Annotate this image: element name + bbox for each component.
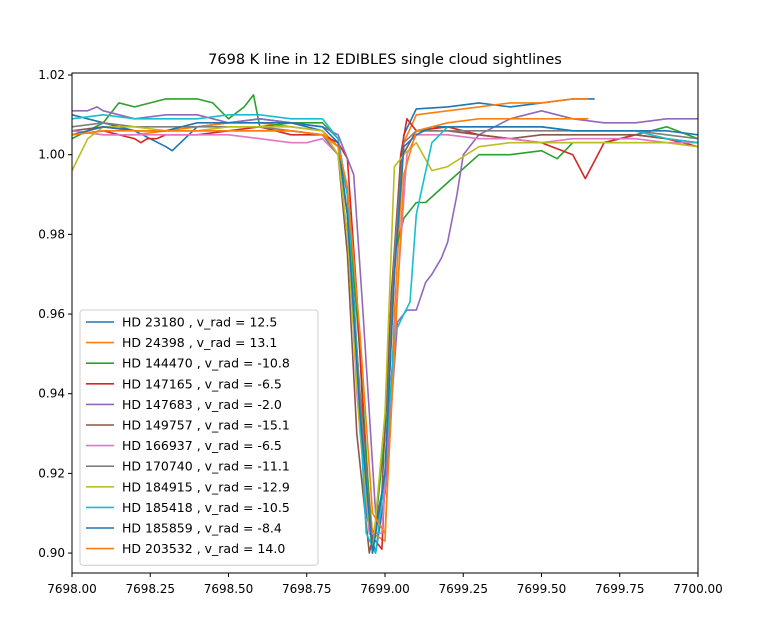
series-line-12 — [72, 118, 589, 535]
x-tick-label: 7699.25 — [438, 582, 488, 596]
legend-entry: HD 147683 , v_rad = -2.0 — [122, 397, 282, 412]
y-tick-label: 1.02 — [38, 68, 65, 82]
legend-box — [79, 309, 319, 566]
x-tick-label: 7698.50 — [204, 582, 254, 596]
legend-entry: HD 149757 , v_rad = -15.1 — [122, 418, 290, 433]
y-axis: 0.90 0.92 0.94 0.96 0.98 1.00 1.02 — [38, 68, 72, 560]
y-tick-label: 0.98 — [38, 227, 65, 241]
y-tick-label: 0.94 — [38, 387, 65, 401]
x-tick-label: 7698.25 — [125, 582, 175, 596]
x-tick-label: 7698.75 — [282, 582, 332, 596]
series-line-4 — [72, 118, 698, 550]
series-line-3 — [72, 94, 698, 554]
x-tick-label: 7698.00 — [47, 582, 97, 596]
legend-entry: HD 203532 , v_rad = 14.0 — [122, 541, 285, 556]
x-tick-label: 7700.00 — [673, 582, 723, 596]
legend-entry: HD 23180 , v_rad = 12.5 — [122, 315, 277, 330]
legend-entry: HD 185859 , v_rad = -8.4 — [122, 521, 282, 536]
x-tick-label: 7699.00 — [360, 582, 410, 596]
chart-title: 7698 K line in 12 EDIBLES single cloud s… — [208, 52, 562, 68]
series-layer — [72, 94, 698, 554]
legend-entry: HD 166937 , v_rad = -6.5 — [122, 438, 282, 453]
y-tick-label: 0.92 — [38, 466, 65, 480]
y-tick-label: 1.00 — [38, 148, 65, 162]
series-line-7 — [72, 130, 698, 535]
legend-entry: HD 24398 , v_rad = 13.1 — [122, 335, 277, 350]
legend-entry: HD 147165 , v_rad = -6.5 — [122, 376, 282, 391]
x-axis: 7698.00 7698.25 7698.50 7698.75 7699.00 7699.… — [47, 573, 723, 596]
series-line-5 — [72, 106, 698, 515]
y-tick-label: 0.96 — [38, 307, 65, 321]
series-line-11 — [72, 122, 698, 554]
legend-entry: HD 144470 , v_rad = -10.8 — [122, 356, 290, 371]
legend-entry: HD 184915 , v_rad = -12.9 — [122, 479, 290, 494]
x-tick-label: 7699.50 — [517, 582, 567, 596]
legend-entry: HD 185418 , v_rad = -10.5 — [122, 500, 290, 515]
x-tick-label: 7699.75 — [595, 582, 645, 596]
legend: HD 23180 , v_rad = 12.5 HD 24398 , v_rad … — [79, 309, 319, 566]
legend-entry: HD 170740 , v_rad = -11.1 — [122, 459, 290, 474]
y-tick-label: 0.90 — [38, 546, 65, 560]
